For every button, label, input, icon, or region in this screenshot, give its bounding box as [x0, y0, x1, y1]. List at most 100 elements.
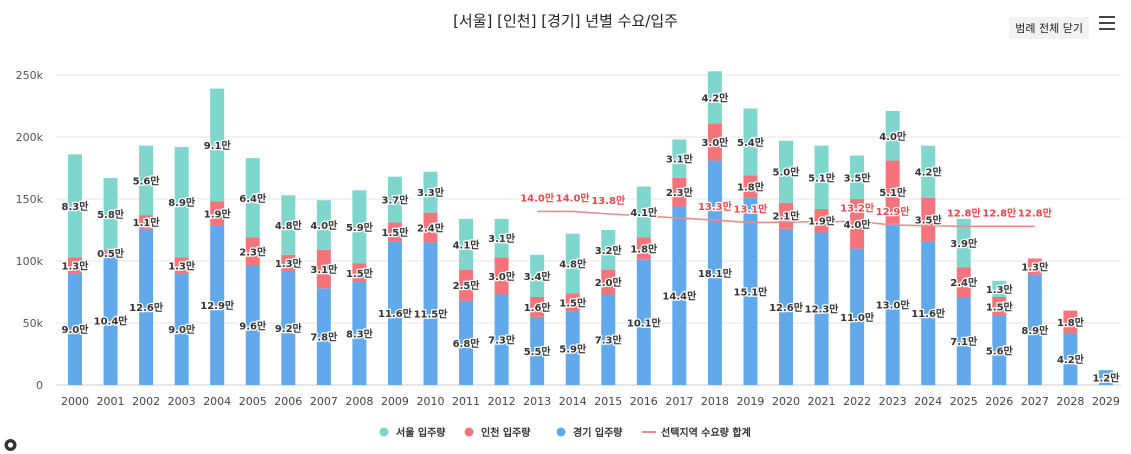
bar-segment[interactable] [707, 71, 722, 124]
bar-segment[interactable] [530, 254, 545, 297]
bar-segment[interactable] [850, 248, 865, 385]
bar-segment[interactable] [245, 265, 260, 385]
bar-segment[interactable] [245, 237, 260, 266]
bar-segment[interactable] [103, 256, 118, 385]
bar-segment[interactable] [352, 263, 367, 283]
bar-segment[interactable] [423, 242, 438, 385]
bar-segment[interactable] [494, 257, 509, 295]
bar-segment[interactable] [387, 222, 402, 242]
bar-segment[interactable] [956, 296, 971, 385]
bar-segment[interactable] [779, 228, 793, 385]
bar-segment[interactable] [601, 230, 616, 270]
bar-segment[interactable] [281, 195, 296, 255]
bar-segment[interactable] [530, 296, 545, 317]
bar-segment[interactable] [779, 140, 793, 203]
bar-segment[interactable] [956, 218, 971, 268]
bar-segment[interactable] [245, 158, 260, 238]
bar-segment[interactable] [423, 212, 438, 243]
bar-segment[interactable] [103, 249, 118, 257]
bar-segment[interactable] [885, 223, 900, 385]
bar-segment[interactable] [68, 154, 82, 258]
bar-segment[interactable] [743, 197, 758, 385]
bar-segment[interactable] [565, 233, 580, 294]
bar-segment[interactable] [210, 201, 225, 226]
bar-segment[interactable] [921, 197, 936, 242]
bar-segment[interactable] [601, 269, 616, 295]
bar-segment[interactable] [814, 232, 829, 385]
bar-segment[interactable] [672, 139, 687, 178]
bar-segment[interactable] [992, 296, 1007, 316]
legend-marker[interactable] [464, 427, 474, 437]
bar-segment[interactable] [1027, 274, 1042, 385]
bar-segment[interactable] [103, 177, 118, 250]
bar-segment[interactable] [707, 123, 722, 161]
legend-label[interactable]: 서울 입주량 [396, 426, 446, 439]
bar-segment[interactable] [174, 257, 189, 274]
bar-segment[interactable] [743, 108, 758, 176]
bar-segment[interactable] [992, 280, 1007, 297]
legend-label[interactable]: 선택지역 수요량 합계 [661, 426, 751, 439]
bar-segment[interactable] [636, 259, 651, 385]
legend-marker[interactable] [556, 427, 566, 437]
bar-segment[interactable] [316, 200, 331, 250]
bar-segment[interactable] [387, 176, 402, 223]
bar-segment[interactable] [316, 249, 331, 289]
bar-segment[interactable] [68, 257, 82, 274]
bar-segment[interactable] [174, 146, 189, 258]
bar-segment[interactable] [743, 175, 758, 198]
bar-segment[interactable] [672, 206, 687, 385]
bar-segment[interactable] [530, 316, 545, 385]
bar-segment[interactable] [850, 155, 865, 199]
bar-segment[interactable] [139, 215, 154, 229]
bar-segment[interactable] [494, 294, 509, 385]
bar-segment[interactable] [387, 241, 402, 385]
bar-segment[interactable] [459, 218, 474, 270]
bar-segment[interactable] [885, 110, 900, 161]
bar-segment[interactable] [921, 241, 936, 385]
bar-segment[interactable] [459, 269, 474, 301]
legend-marker[interactable] [379, 427, 389, 437]
menu-icon[interactable] [1099, 16, 1115, 30]
bar-segment[interactable] [210, 88, 225, 202]
bar-segment[interactable] [316, 288, 331, 385]
bar-segment[interactable] [921, 145, 936, 198]
bar-segment[interactable] [636, 237, 651, 260]
bar-data-label: 4.0만 [879, 130, 907, 143]
legend-label[interactable]: 인천 입주량 [481, 426, 531, 439]
bar-segment[interactable] [850, 199, 865, 249]
bar-segment[interactable] [1098, 370, 1113, 385]
line-data-label: 14.0만 [556, 191, 591, 204]
bar-segment[interactable] [814, 208, 829, 233]
bar-segment[interactable] [174, 273, 189, 385]
bar-segment[interactable] [956, 267, 971, 297]
bar-segment[interactable] [423, 171, 438, 213]
bar-segment[interactable] [565, 311, 580, 385]
bar-segment[interactable] [1063, 310, 1078, 333]
bar-segment[interactable] [636, 186, 651, 238]
bar-segment[interactable] [281, 270, 296, 385]
bar-segment[interactable] [352, 190, 367, 264]
bar-segment[interactable] [885, 160, 900, 224]
bar-data-label: 1.5만 [986, 300, 1014, 313]
bar-segment[interactable] [459, 300, 474, 385]
bar-segment[interactable] [1027, 258, 1042, 275]
bar-segment[interactable] [352, 282, 367, 385]
bar-segment[interactable] [992, 315, 1007, 385]
bar-segment[interactable] [139, 228, 154, 385]
bar-segment[interactable] [210, 225, 225, 385]
bar-segment[interactable] [1063, 332, 1078, 385]
bar-segment[interactable] [68, 273, 82, 385]
bar-segment[interactable] [565, 293, 580, 312]
legend-label[interactable]: 경기 입주량 [573, 426, 623, 439]
x-tick-label: 2011 [452, 395, 480, 408]
bar-segment[interactable] [494, 218, 509, 258]
bar-segment[interactable] [814, 145, 829, 209]
bar-segment[interactable] [707, 160, 722, 385]
logo-icon [4, 439, 17, 451]
bar-segment[interactable] [281, 254, 296, 271]
bar-segment[interactable] [139, 145, 154, 216]
bar-segment[interactable] [601, 294, 616, 385]
legend-toggle-button[interactable]: 범례 전체 닫기 [1009, 17, 1089, 39]
bar-segment[interactable] [672, 177, 687, 207]
y-tick-label: 100k [16, 255, 44, 268]
